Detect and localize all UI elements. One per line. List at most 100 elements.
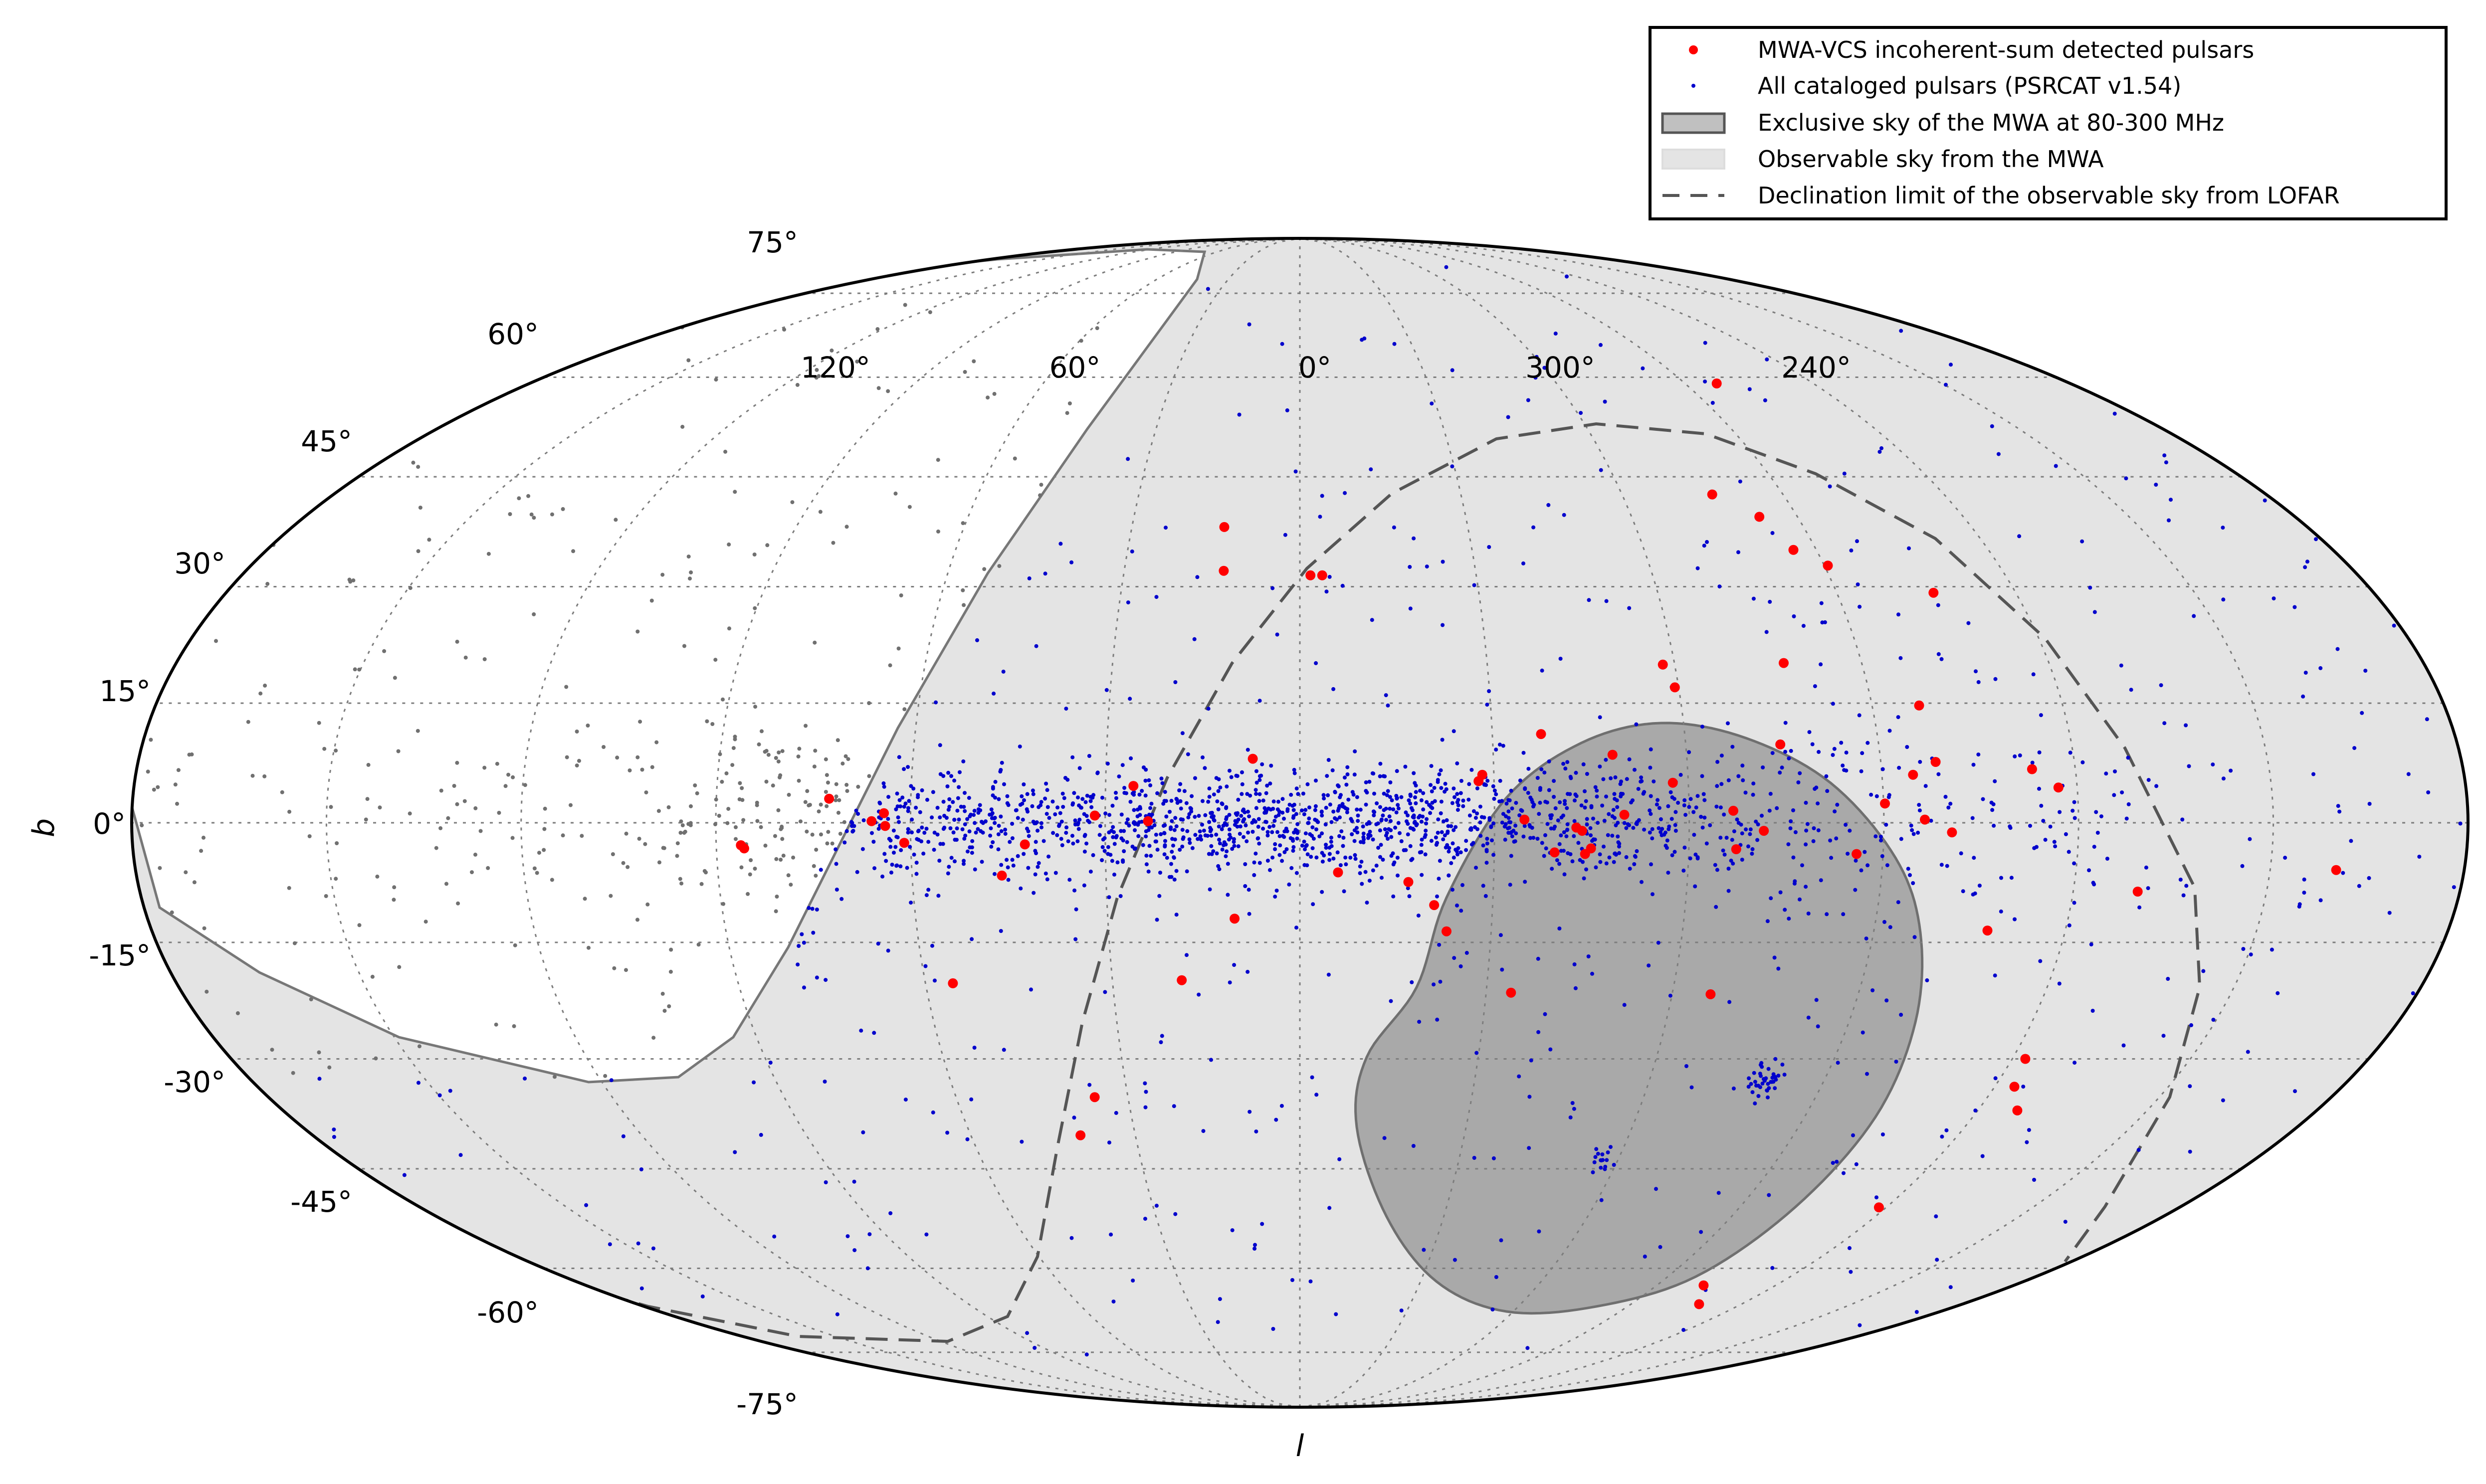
cataloged-pulsar-point — [1268, 781, 1272, 786]
cataloged-pulsar-point — [843, 754, 848, 758]
cataloged-pulsar-point — [1005, 801, 1010, 805]
cataloged-pulsar-point — [1688, 797, 1693, 801]
cataloged-pulsar-point — [1147, 844, 1152, 848]
mwa-detected-pulsar-point — [1536, 729, 1546, 740]
cataloged-pulsar-point — [1320, 851, 1324, 855]
cataloged-pulsar-point — [1080, 797, 1085, 801]
cataloged-pulsar-point — [1563, 802, 1567, 806]
cataloged-pulsar-point — [753, 606, 757, 610]
cataloged-pulsar-point — [1412, 536, 1416, 541]
cataloged-pulsar-point — [1311, 902, 1315, 907]
cataloged-pulsar-point — [1563, 766, 1568, 771]
cataloged-pulsar-point — [1429, 764, 1434, 768]
cataloged-pulsar-point — [1345, 765, 1350, 769]
cataloged-pulsar-point — [1372, 810, 1377, 814]
cataloged-pulsar-point — [1974, 669, 1978, 674]
cataloged-pulsar-point — [2112, 411, 2117, 416]
cataloged-pulsar-point — [1885, 863, 1889, 868]
cataloged-pulsar-point — [1022, 798, 1026, 802]
cataloged-pulsar-point — [1619, 779, 1623, 784]
cataloged-pulsar-point — [1006, 865, 1010, 870]
cataloged-pulsar-point — [1591, 816, 1595, 821]
cataloged-pulsar-point — [1430, 800, 1435, 805]
cataloged-pulsar-point — [1498, 742, 1502, 747]
cataloged-pulsar-point — [1945, 864, 1949, 868]
cataloged-pulsar-point — [2094, 810, 2098, 814]
cataloged-pulsar-point — [814, 874, 818, 878]
cataloged-pulsar-point — [1750, 847, 1755, 851]
cataloged-pulsar-point — [1314, 1093, 1319, 1097]
cataloged-pulsar-point — [1003, 832, 1008, 836]
cataloged-pulsar-point — [1692, 833, 1696, 837]
cataloged-pulsar-point — [1765, 357, 1769, 362]
cataloged-pulsar-point — [934, 700, 938, 705]
cataloged-pulsar-point — [1179, 806, 1183, 811]
cataloged-pulsar-point — [1659, 833, 1664, 837]
cataloged-pulsar-point — [2305, 559, 2309, 564]
cataloged-pulsar-point — [1731, 861, 1735, 866]
cataloged-pulsar-point — [1326, 972, 1331, 977]
cataloged-pulsar-point — [844, 829, 849, 833]
cataloged-pulsar-point — [2302, 877, 2306, 882]
cataloged-pulsar-point — [1896, 715, 1900, 720]
cataloged-pulsar-point — [1277, 853, 1282, 857]
cataloged-pulsar-point — [1343, 775, 1347, 780]
cataloged-pulsar-point — [778, 773, 783, 777]
cataloged-pulsar-point — [1121, 838, 1125, 843]
cataloged-pulsar-point — [1232, 837, 1236, 841]
cataloged-pulsar-point — [876, 386, 881, 390]
cataloged-pulsar-point — [988, 833, 993, 838]
cataloged-pulsar-point — [978, 803, 982, 807]
cataloged-pulsar-point — [1300, 808, 1304, 813]
cataloged-pulsar-point — [1295, 822, 1300, 826]
cataloged-pulsar-point — [2032, 1178, 2036, 1182]
cataloged-pulsar-point — [1117, 774, 1121, 779]
lon-tick-300: 300° — [1525, 351, 1595, 384]
cataloged-pulsar-point — [1585, 822, 1589, 827]
cataloged-pulsar-point — [774, 909, 778, 914]
cataloged-pulsar-point — [1209, 811, 1213, 815]
cataloged-pulsar-point — [627, 768, 632, 772]
cataloged-pulsar-point — [714, 797, 718, 802]
cataloged-pulsar-point — [1610, 833, 1615, 838]
cataloged-pulsar-point — [1021, 817, 1025, 822]
cataloged-pulsar-point — [1658, 830, 1663, 834]
cataloged-pulsar-point — [1682, 798, 1687, 802]
cataloged-pulsar-point — [173, 782, 178, 787]
mwa-detected-pulsar-point — [1506, 987, 1516, 998]
cataloged-pulsar-point — [1439, 786, 1444, 790]
cataloged-pulsar-point — [462, 799, 467, 803]
cataloged-pulsar-point — [1569, 776, 1573, 780]
cataloged-pulsar-point — [1334, 1312, 1338, 1316]
sky-ellipse-border — [130, 237, 2470, 1409]
cataloged-pulsar-point — [612, 966, 617, 970]
cataloged-pulsar-point — [1378, 774, 1382, 778]
cataloged-pulsar-point — [1613, 797, 1617, 801]
cataloged-pulsar-point — [1408, 801, 1413, 806]
cataloged-pulsar-point — [852, 1179, 856, 1184]
cataloged-pulsar-point — [1676, 800, 1680, 805]
cataloged-pulsar-point — [894, 835, 899, 839]
cataloged-pulsar-point — [1243, 884, 1247, 888]
cataloged-pulsar-point — [746, 892, 750, 896]
cataloged-pulsar-point — [1428, 811, 1433, 815]
cataloged-pulsar-point — [1246, 830, 1250, 835]
lat-tick-minus75: -75° — [736, 1387, 798, 1421]
cataloged-pulsar-point — [1236, 817, 1241, 822]
lat-tick-45: 45° — [301, 424, 352, 458]
cataloged-pulsar-point — [836, 810, 840, 815]
cataloged-pulsar-point — [1566, 851, 1570, 855]
cataloged-pulsar-point — [962, 859, 966, 863]
cataloged-pulsar-point — [1175, 797, 1179, 802]
cataloged-pulsar-point — [1071, 801, 1075, 805]
cataloged-pulsar-point — [1770, 1266, 1775, 1270]
cataloged-pulsar-point — [1540, 668, 1544, 673]
cataloged-pulsar-point — [1125, 817, 1130, 822]
mwa-detected-pulsar-point — [1873, 1202, 1884, 1213]
cataloged-pulsar-point — [1458, 850, 1463, 855]
cataloged-pulsar-point — [815, 975, 819, 980]
cataloged-pulsar-point — [776, 808, 781, 812]
cataloged-pulsar-point — [1760, 813, 1764, 818]
cataloged-pulsar-point — [608, 1242, 612, 1247]
cataloged-pulsar-point — [1756, 822, 1760, 827]
